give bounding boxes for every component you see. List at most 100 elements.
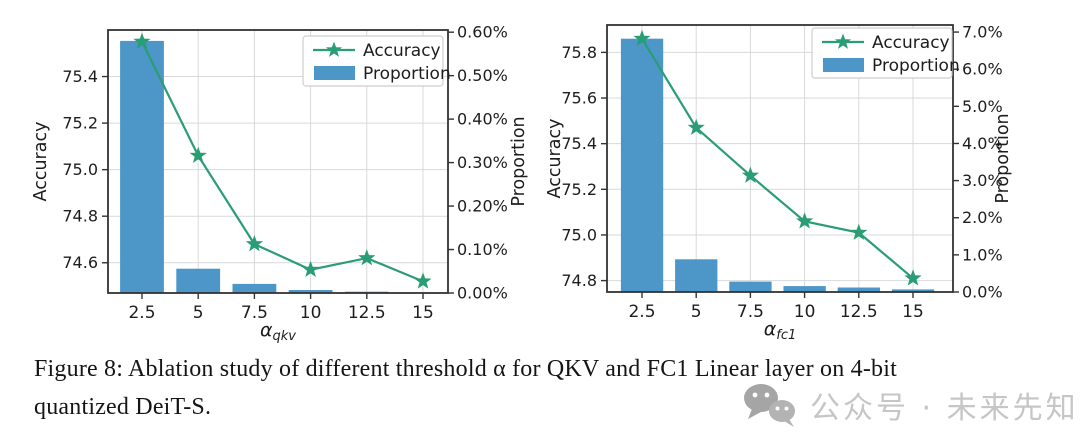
tick-marks: [102, 31, 454, 299]
left-tick-label: 75.2: [561, 180, 597, 199]
proportion-bar: [837, 287, 880, 292]
tick-marks: [601, 31, 959, 298]
right-tick-label: 1.0%: [962, 245, 1003, 264]
proportion-bar: [783, 286, 826, 292]
proportion-bar: [288, 290, 333, 293]
wechat-icon: [744, 384, 795, 427]
legend-proportion-swatch: [314, 66, 355, 80]
right-tick-labels: 0.0% 1.0% 2.0% 3.0% 4.0% 5.0% 6.0% 7.0%: [962, 23, 1003, 302]
wechat-watermark: 公众号 · 未来先知: [740, 381, 1079, 429]
left-tick-label: 75.0: [561, 225, 597, 244]
right-tick-label: 5.0%: [962, 97, 1003, 116]
x-tick-label: 5: [193, 303, 204, 323]
left-tick-labels: 74.6 74.8 75.0 75.2 75.4: [62, 67, 98, 272]
plot-border: [606, 24, 954, 293]
watermark-text: 公众号 · 未来先知: [810, 391, 1079, 426]
star-marker: [302, 260, 320, 277]
accuracy-markers: [133, 32, 432, 289]
caption-line-1: Figure 8: Ablation study of different th…: [34, 356, 897, 382]
caption-line-2: quantized DeiT-S.: [34, 394, 212, 420]
star-marker: [133, 32, 151, 49]
x-tick-label: 2.5: [628, 302, 655, 322]
left-tick-label: 74.6: [62, 253, 98, 272]
left-tick-label: 75.0: [62, 160, 98, 179]
proportion-bar: [120, 40, 164, 294]
proportion-bar: [176, 268, 221, 293]
x-tick-label: 12.5: [348, 303, 386, 323]
x-tick-labels: 2.5 5 7.5 10 12.5 15: [628, 302, 923, 322]
x-tick-label: 15: [412, 303, 434, 323]
x-axis-label: αqkv: [260, 319, 296, 344]
right-tick-label: 0.0%: [962, 283, 1003, 302]
right-tick-label: 0.10%: [457, 240, 508, 259]
left-tick-label: 75.4: [62, 67, 98, 86]
right-tick-label: 7.0%: [962, 23, 1003, 42]
x-tick-label: 5: [691, 302, 702, 322]
accuracy-markers: [633, 29, 922, 286]
right-tick-labels: 0.00% 0.10% 0.20% 0.30% 0.40% 0.50% 0.60%: [457, 23, 508, 303]
left-tick-label: 75.4: [561, 134, 597, 153]
proportion-bar: [620, 38, 664, 293]
star-marker: [741, 166, 759, 183]
star-marker: [796, 212, 814, 229]
right-tick-label: 4.0%: [962, 134, 1003, 153]
star-marker: [633, 29, 651, 46]
left-tick-label: 74.8: [561, 271, 597, 290]
proportion-bar: [675, 259, 718, 292]
figure-caption: Figure 8: Ablation study of different th…: [34, 350, 1054, 426]
accuracy-line: [141, 41, 424, 283]
plot-border: [107, 29, 449, 294]
proportion-bar: [891, 289, 935, 292]
left-tick-label: 74.8: [62, 207, 98, 226]
star-marker: [189, 146, 207, 163]
legend-proportion-label: Proportion: [363, 64, 451, 84]
x-axis-label: αfc1: [764, 318, 797, 343]
left-axis-label: Accuracy: [31, 122, 51, 202]
legend-proportion-swatch: [823, 58, 864, 72]
x-tick-label: 10: [300, 303, 322, 323]
star-marker: [414, 272, 432, 289]
left-axis-label: Accuracy: [545, 119, 565, 199]
right-tick-label: 0.20%: [457, 197, 508, 216]
star-marker: [850, 223, 868, 240]
proportion-bars: [620, 38, 935, 293]
star-marker: [245, 235, 263, 252]
right-tick-label: 0.30%: [457, 153, 508, 172]
left-tick-label: 75.6: [561, 89, 597, 108]
right-tick-label: 0.60%: [457, 23, 508, 42]
qkv-ablation-chart: 74.6 74.8 75.0 75.2 75.4 0.00% 0.10% 0.20% 0.30%…: [31, 23, 529, 344]
right-tick-label: 6.0%: [962, 60, 1003, 79]
right-axis-label: Proportion: [509, 116, 529, 206]
x-tick-label: 7.5: [241, 303, 268, 323]
fc1-ablation-chart: 74.8 75.0 75.2 75.4 75.6 75.8 0.0% 1.0% 2.0% 3.0%…: [545, 23, 1013, 343]
right-axis-label: Proportion: [993, 113, 1013, 203]
proportion-bar: [232, 283, 277, 293]
proportion-bar: [729, 281, 772, 292]
legend: Accuracy Proportion: [811, 27, 960, 79]
x-tick-label: 10: [794, 302, 816, 322]
legend-accuracy-label: Accuracy: [872, 33, 950, 53]
x-tick-labels: 2.5 5 7.5 10 12.5 15: [128, 303, 433, 323]
right-tick-label: 0.50%: [457, 66, 508, 85]
star-marker: [904, 269, 922, 286]
left-tick-label: 75.8: [561, 43, 597, 62]
right-tick-label: 2.0%: [962, 208, 1003, 227]
right-tick-label: 0.00%: [457, 284, 508, 303]
accuracy-line: [641, 38, 914, 280]
legend-star-marker: [325, 41, 343, 57]
star-marker: [358, 249, 376, 266]
proportion-bars: [120, 40, 445, 294]
left-tick-labels: 74.8 75.0 75.2 75.4 75.6 75.8: [561, 43, 597, 290]
legend-star-marker: [834, 33, 852, 49]
star-marker: [687, 118, 705, 135]
x-tick-label: 15: [902, 302, 924, 322]
right-tick-label: 3.0%: [962, 171, 1003, 190]
x-tick-label: 2.5: [128, 303, 155, 323]
left-tick-label: 75.2: [62, 114, 98, 133]
x-tick-label: 7.5: [737, 302, 764, 322]
legend-accuracy-label: Accuracy: [363, 41, 441, 61]
x-tick-label: 12.5: [840, 302, 878, 322]
legend-proportion-label: Proportion: [872, 56, 960, 76]
legend: Accuracy Proportion: [302, 35, 451, 87]
